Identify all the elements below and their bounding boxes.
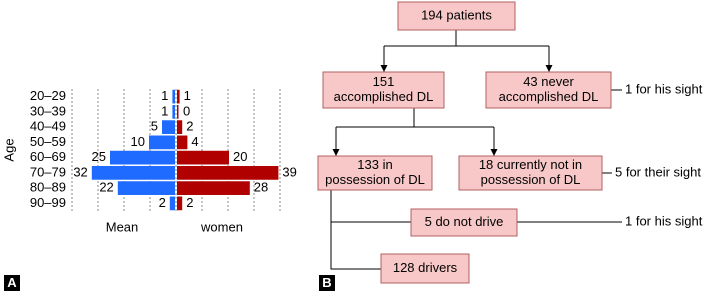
bar (172, 89, 175, 104)
side-note: 1 for his sight (625, 213, 703, 228)
value-label: 10 (131, 134, 145, 149)
panel-badge (319, 275, 335, 291)
node-label: 43 never (523, 74, 574, 89)
y-tick-label: 60–69 (30, 149, 66, 164)
value-label: 2 (186, 195, 193, 210)
side-note: 5 for their sight (615, 164, 701, 179)
bar (177, 135, 188, 150)
value-label: 5 (151, 119, 158, 134)
bar (177, 89, 180, 104)
bar (177, 196, 183, 211)
value-label: 25 (92, 149, 106, 164)
y-axis-label: Age (1, 138, 16, 161)
bar (117, 181, 175, 195)
y-tick-label: 70–79 (30, 164, 66, 179)
node-label: accomplished DL (334, 89, 434, 104)
value-label: 39 (282, 164, 296, 179)
bar (177, 166, 279, 180)
value-label: 2 (159, 195, 166, 210)
node-label: 18 currently not in (479, 157, 582, 172)
y-tick-label: 80–89 (30, 180, 66, 195)
bar (91, 166, 175, 180)
y-tick-label: 50–59 (30, 134, 66, 149)
flow-node (458, 155, 603, 191)
panel-letter: B (322, 275, 331, 290)
value-label: 1 (184, 88, 191, 103)
value-label: 2 (186, 119, 193, 134)
side-note: 1 for his sight (625, 81, 703, 96)
flow-node (380, 253, 470, 284)
y-tick-label: 20–29 (30, 88, 66, 103)
y-tick-label: 30–39 (30, 103, 66, 118)
bar (177, 120, 183, 134)
value-label: 22 (99, 180, 113, 195)
node-label: 128 drivers (393, 260, 458, 275)
y-tick-label: 40–49 (30, 119, 66, 134)
node-label: 5 do not drive (425, 214, 504, 229)
value-label: 4 (191, 134, 198, 149)
value-label: 32 (73, 164, 87, 179)
flow-node (322, 71, 445, 109)
node-label: possession of DL (325, 172, 425, 187)
connector (384, 30, 549, 47)
value-label: 20 (233, 149, 247, 164)
value-label: 1 (161, 103, 168, 118)
bar (172, 105, 175, 119)
bar (177, 150, 229, 165)
node-label: 151 (373, 74, 395, 89)
bar (110, 150, 175, 165)
legend-label: Mean (106, 219, 139, 234)
flow-node (485, 71, 612, 109)
value-label: 1 (161, 88, 168, 103)
bar (162, 120, 175, 134)
node-label: 133 in (357, 157, 392, 172)
node-label: accomplished DL (499, 89, 599, 104)
bar (177, 181, 250, 195)
flow-node (317, 155, 433, 191)
bar (177, 105, 179, 119)
panel-badge (4, 275, 20, 291)
panel-letter: A (7, 275, 17, 290)
connector (336, 108, 494, 128)
node-label: possession of DL (481, 172, 581, 187)
flow-node (397, 1, 516, 31)
legend-label: women (200, 219, 243, 234)
y-tick-label: 90–99 (30, 195, 66, 210)
value-label: 0 (183, 103, 190, 118)
bar (149, 135, 175, 150)
bar (169, 196, 175, 211)
node-label: 194 patients (421, 7, 492, 22)
value-label: 28 (254, 180, 268, 195)
connector (330, 89, 622, 270)
connectors (330, 30, 622, 270)
flow-node (410, 208, 518, 237)
